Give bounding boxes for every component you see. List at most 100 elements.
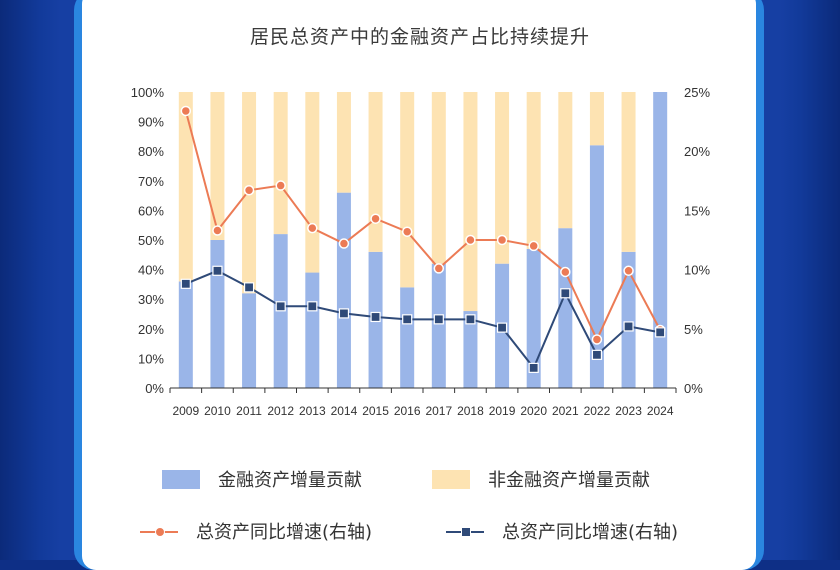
x-tick-label-2010: 2010 [204,404,231,418]
point-orange-2015 [370,213,381,224]
right-y-tick-label: 15% [684,203,710,218]
bar-nonfinancial-2023 [621,92,636,252]
x-tick-label-2011: 2011 [236,404,262,418]
bar-layer [178,92,668,388]
point-navy-2019 [496,322,508,333]
point-navy-2014 [338,308,350,319]
point-orange-2009 [180,105,192,117]
bar-financial-2013 [305,272,320,388]
point-navy-2024 [655,327,666,338]
x-tick-label-2014: 2014 [331,404,358,418]
point-orange-2010 [212,225,223,236]
point-navy-2020 [528,362,539,373]
bar-nonfinancial-2021 [558,92,573,229]
x-tick-label-2015: 2015 [362,404,389,418]
point-navy-2017 [433,314,444,325]
point-orange-2022 [591,334,603,345]
point-orange-2021 [560,266,571,278]
bar-nonfinancial-2015 [368,92,383,252]
left-y-tick-label: 40% [138,263,164,278]
right-y-tick-label: 20% [684,144,710,159]
bar-nonfinancial-2022 [589,92,604,146]
x-tick-label-2018: 2018 [457,404,484,418]
bar-financial-2014 [336,192,351,388]
point-orange-2013 [307,222,318,234]
point-navy-2021 [560,288,571,299]
point-navy-2015 [370,311,381,323]
bar-financial-2016 [400,287,415,388]
bar-nonfinancial-2017 [431,92,446,264]
left-y-tick-label: 70% [138,174,164,189]
right-y-tick-label: 0% [684,381,703,396]
left-y-tick-label: 0% [145,381,164,396]
bar-financial-2022 [589,145,604,388]
left-y-tick-label: 100% [131,85,165,100]
bar-nonfinancial-2012 [273,92,288,235]
bar-nonfinancial-2013 [305,92,320,273]
bar-financial-2010 [210,240,225,388]
point-navy-2012 [275,301,286,312]
left-y-tick-label: 20% [138,322,164,337]
x-tick-labels: 2009 2010 2011 2012 2013 2014 2015 2016 2017 2018… [172,404,673,418]
point-navy-2016 [402,314,413,325]
bar-financial-2024 [653,92,668,388]
x-tick-label-2021: 2021 [552,404,579,418]
bar-nonfinancial-2009 [178,92,193,282]
point-navy-2010 [212,265,223,276]
point-orange-2019 [496,234,508,246]
x-tick-label-2013: 2013 [299,404,326,418]
left-y-tick-label: 30% [138,292,164,307]
x-tick-label-2022: 2022 [584,404,611,418]
bar-financial-2021 [558,228,573,388]
bar-financial-2023 [621,251,636,388]
x-tick-label-2023: 2023 [615,404,642,418]
left-y-tick-label: 60% [138,203,164,218]
point-orange-2020 [528,240,539,252]
bar-nonfinancial-2010 [210,92,225,240]
point-navy-2022 [591,349,603,360]
left-y-tick-label: 90% [138,115,164,130]
bar-financial-2011 [242,293,257,388]
point-navy-2011 [243,282,255,293]
right-y-tick-label: 5% [684,322,703,337]
point-orange-2014 [338,238,350,249]
right-y-tick-labels: 0% 5% 10% 15% 20% 25% [684,85,710,396]
point-orange-2016 [401,226,413,237]
x-tick-label-2009: 2009 [172,404,199,418]
point-navy-2009 [180,278,191,289]
point-orange-2018 [465,234,476,246]
x-tick-label-2016: 2016 [394,404,421,418]
bar-nonfinancial-2016 [400,92,415,288]
left-y-tick-label: 50% [138,233,164,248]
x-tick-label-2017: 2017 [425,404,452,418]
right-y-tick-label: 10% [684,263,710,278]
x-tick-label-2012: 2012 [267,404,294,418]
right-y-tick-label: 25% [684,85,710,100]
left-y-tick-label: 10% [138,351,164,366]
point-navy-2018 [465,314,476,325]
bar-financial-2017 [431,263,446,388]
bar-nonfinancial-2014 [336,92,351,193]
point-orange-2017 [433,263,445,274]
point-orange-2012 [275,180,286,191]
axes-layer [169,387,677,393]
point-orange-2011 [243,185,255,196]
bar-financial-2020 [526,248,541,388]
bar-nonfinancial-2018 [463,92,478,312]
x-tick-label-2020: 2020 [520,404,547,418]
left-y-tick-label: 80% [138,144,164,159]
point-orange-2023 [623,265,634,277]
x-tick-label-2019: 2019 [489,404,516,418]
point-navy-2013 [307,301,318,312]
line-series-orange [184,110,662,342]
bar-nonfinancial-2020 [526,92,541,249]
point-navy-2023 [623,321,634,332]
bar-nonfinancial-2019 [495,92,510,264]
bar-financial-2018 [463,311,478,388]
line-series-navy [185,269,661,370]
bar-financial-2009 [178,281,193,388]
chart-title: 居民总资产中的金融资产占比持续提升 [249,26,590,48]
left-y-tick-labels: 0% 10% 20% 30% 40% 50% 60% 70% 80% 90% 100% [131,85,165,396]
x-tick-label-2024: 2024 [647,404,674,418]
line-layer [180,105,666,373]
